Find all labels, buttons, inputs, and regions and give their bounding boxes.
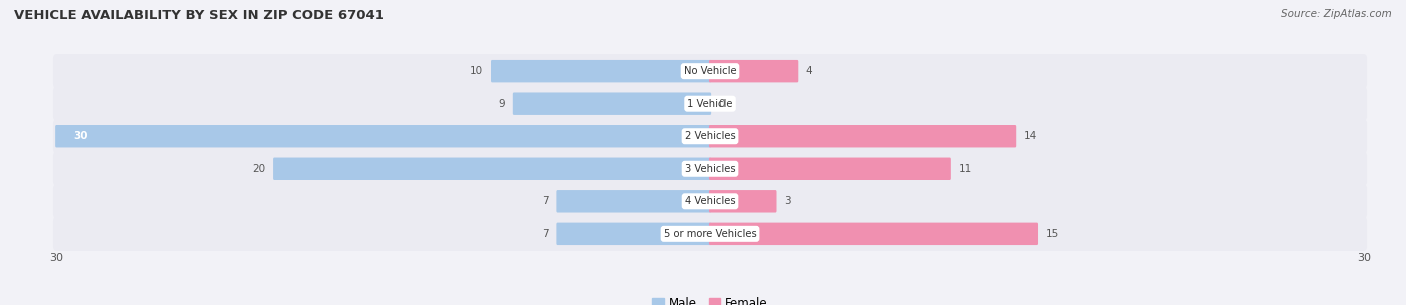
Legend: Male, Female: Male, Female	[648, 292, 772, 305]
FancyBboxPatch shape	[53, 217, 1367, 251]
FancyBboxPatch shape	[53, 152, 1367, 186]
Text: 15: 15	[1046, 229, 1059, 239]
Text: 3 Vehicles: 3 Vehicles	[685, 164, 735, 174]
Text: 4 Vehicles: 4 Vehicles	[685, 196, 735, 206]
FancyBboxPatch shape	[53, 54, 1367, 88]
FancyBboxPatch shape	[709, 190, 776, 213]
FancyBboxPatch shape	[709, 60, 799, 82]
FancyBboxPatch shape	[709, 223, 1038, 245]
FancyBboxPatch shape	[53, 119, 1367, 153]
Text: 20: 20	[252, 164, 266, 174]
Text: VEHICLE AVAILABILITY BY SEX IN ZIP CODE 67041: VEHICLE AVAILABILITY BY SEX IN ZIP CODE …	[14, 9, 384, 22]
Text: 3: 3	[785, 196, 790, 206]
Text: 14: 14	[1024, 131, 1038, 141]
FancyBboxPatch shape	[273, 158, 711, 180]
FancyBboxPatch shape	[709, 158, 950, 180]
Text: 30: 30	[73, 131, 89, 141]
Text: 0: 0	[718, 99, 725, 109]
Text: 11: 11	[959, 164, 972, 174]
FancyBboxPatch shape	[557, 223, 711, 245]
Text: 7: 7	[543, 229, 548, 239]
FancyBboxPatch shape	[557, 190, 711, 213]
Text: 5 or more Vehicles: 5 or more Vehicles	[664, 229, 756, 239]
Text: Source: ZipAtlas.com: Source: ZipAtlas.com	[1281, 9, 1392, 19]
Text: 4: 4	[806, 66, 813, 76]
FancyBboxPatch shape	[491, 60, 711, 82]
Text: 1 Vehicle: 1 Vehicle	[688, 99, 733, 109]
Text: 7: 7	[543, 196, 548, 206]
FancyBboxPatch shape	[55, 125, 711, 147]
FancyBboxPatch shape	[53, 87, 1367, 121]
Text: No Vehicle: No Vehicle	[683, 66, 737, 76]
Text: 2 Vehicles: 2 Vehicles	[685, 131, 735, 141]
FancyBboxPatch shape	[513, 92, 711, 115]
FancyBboxPatch shape	[53, 184, 1367, 218]
FancyBboxPatch shape	[709, 125, 1017, 147]
Text: 10: 10	[470, 66, 484, 76]
Text: 9: 9	[499, 99, 505, 109]
